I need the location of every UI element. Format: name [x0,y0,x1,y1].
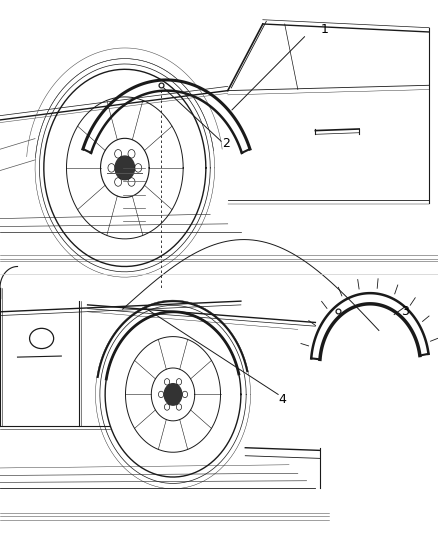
Text: 1: 1 [320,23,328,36]
Text: 2: 2 [222,138,230,150]
Polygon shape [164,384,182,405]
Text: 3: 3 [401,305,409,318]
Text: 4: 4 [279,393,286,406]
Polygon shape [115,156,134,180]
